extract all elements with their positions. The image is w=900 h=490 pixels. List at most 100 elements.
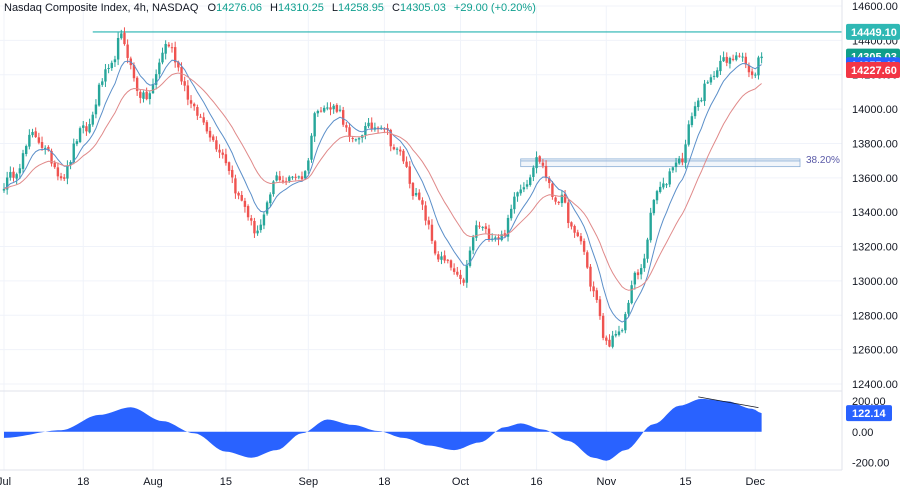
divergence-line[interactable] [698,396,759,408]
candle-body [554,197,557,202]
price-tick-label: 13000.00 [852,276,898,288]
candle-body [646,239,649,259]
candle-body [557,201,560,203]
candle-body [484,226,488,229]
candle-body [262,214,266,226]
price-tick-label: 12400.00 [852,379,898,391]
candle-body [208,130,212,138]
candle-body [322,107,326,112]
candle-body [611,335,614,347]
price-badge-hline [846,23,900,40]
candle-body [21,153,25,169]
candle-body [655,191,659,201]
candle-body [367,122,370,127]
time-tick-label: 15 [220,476,232,488]
candle-body [253,220,256,234]
candle-body [532,167,535,177]
candle-body [668,171,671,185]
candle-body [177,61,180,68]
price-grid [0,5,842,470]
candle-body [88,124,91,133]
candle-body [135,77,139,91]
candle-body [697,100,700,108]
candle-body [741,56,744,58]
candle-body [94,104,98,115]
candle-body [563,193,567,203]
candle-body [307,160,310,171]
osc-tick-label: -200.00 [852,457,889,469]
candle-body [110,62,113,69]
fib-zone [520,158,801,168]
low-label: L [332,2,338,14]
candle-body [15,174,18,179]
candle-body [56,167,60,177]
candle-body [326,107,329,109]
candle-body [221,152,224,155]
candle-body [164,43,167,54]
candle-body [468,250,472,266]
candle-body [28,134,31,147]
candle-body [335,104,339,112]
candle-body [53,162,56,168]
candle-body [142,92,145,99]
candle-body [170,47,174,49]
candle-body [452,268,456,272]
candle-body [747,65,751,73]
candle-body [154,74,158,85]
candle-body [389,129,392,147]
time-axis[interactable]: Jul 18 Aug 15 Sep 18 Oct 16 Nov 15 Dec [0,476,766,488]
candle-body [690,116,694,126]
candle-body [24,146,28,155]
candle-body [513,196,516,210]
candle-body [265,202,269,214]
candle-body [250,218,253,221]
candle-body [231,169,234,178]
candle-body [693,106,697,117]
candle-body [281,180,285,182]
candle-body [519,189,522,194]
ma-fast-line [3,59,762,323]
candle-body [548,178,551,183]
candle-body [72,143,75,163]
candle-body [246,206,250,218]
candle-body [633,272,637,285]
candle-body [725,56,728,63]
candle-body [639,268,643,275]
candle-body [288,176,291,182]
price-badge-ma_slow [846,61,900,78]
candle-body [516,192,519,197]
time-tick-label: Sep [299,476,319,488]
candle-body [291,176,294,178]
candle-body [421,200,424,205]
candle-body [462,279,465,283]
candle-body [139,91,142,98]
open-value: 14276.06 [216,2,262,14]
candle-body [506,217,510,237]
candle-body [595,290,598,300]
candle-body [116,37,120,60]
candle-body [437,254,440,260]
candle-body [643,258,646,269]
candle-body [310,135,313,160]
time-tick-label: Oct [452,476,469,488]
candle-body [75,141,79,145]
fib-level-label: 38.20% [806,155,840,166]
candle-body [167,44,171,47]
candle-body [275,175,278,181]
price-tick-label: 13200.00 [852,242,898,254]
candle-body [120,33,123,39]
candle-body [652,199,656,214]
candle-body [345,125,348,128]
oscillator-panel [4,396,762,461]
candle-body [284,181,288,183]
candle-body [59,176,63,179]
candle-body [113,59,117,63]
price-tick-label: 12600.00 [852,345,898,357]
candle-body [269,194,272,204]
candle-body [700,100,703,102]
candle-body [215,140,218,150]
candle-body [297,176,301,178]
symbol-title[interactable]: Nasdaq Composite Index, 4h, NASDAQ [4,2,199,14]
close-label: C [392,2,400,14]
candle-body [78,128,82,143]
